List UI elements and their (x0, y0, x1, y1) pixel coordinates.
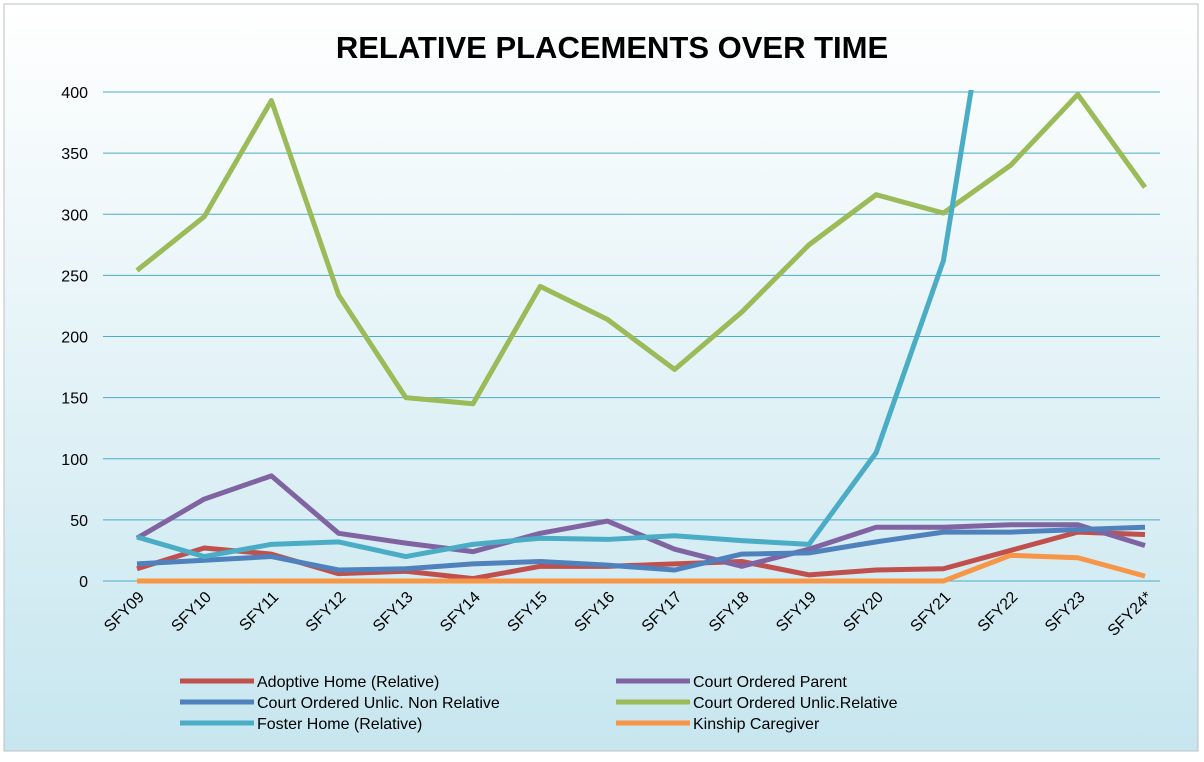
y-tick-label: 350 (61, 146, 88, 163)
series-line (136, 90, 974, 560)
y-tick-label: 400 (61, 85, 88, 102)
y-tick-label: 150 (61, 391, 88, 408)
legend-label: Adoptive Home (Relative) (257, 674, 439, 691)
legend-label: Court Ordered Unlic. Non Relative (257, 695, 500, 712)
legend-label: Court Ordered Unlic.Relative (693, 695, 898, 712)
series-line (137, 552, 1146, 584)
series-line (136, 524, 1146, 573)
y-tick-label: 0 (79, 574, 88, 591)
y-tick-label: 50 (70, 513, 88, 530)
y-tick-label: 300 (61, 207, 88, 224)
series-line (135, 91, 1148, 407)
y-tick-label: 100 (61, 452, 88, 469)
plot-lines (135, 90, 1148, 584)
legend-label: Foster Home (Relative) (257, 716, 422, 733)
background (3, 3, 1199, 752)
y-tick-label: 200 (61, 330, 88, 347)
chart-title: RELATIVE PLACEMENTS OVER TIME (336, 30, 888, 65)
y-tick-label: 250 (61, 268, 88, 285)
legend-label: Court Ordered Parent (693, 674, 847, 691)
legend-label: Kinship Caregiver (693, 716, 820, 733)
